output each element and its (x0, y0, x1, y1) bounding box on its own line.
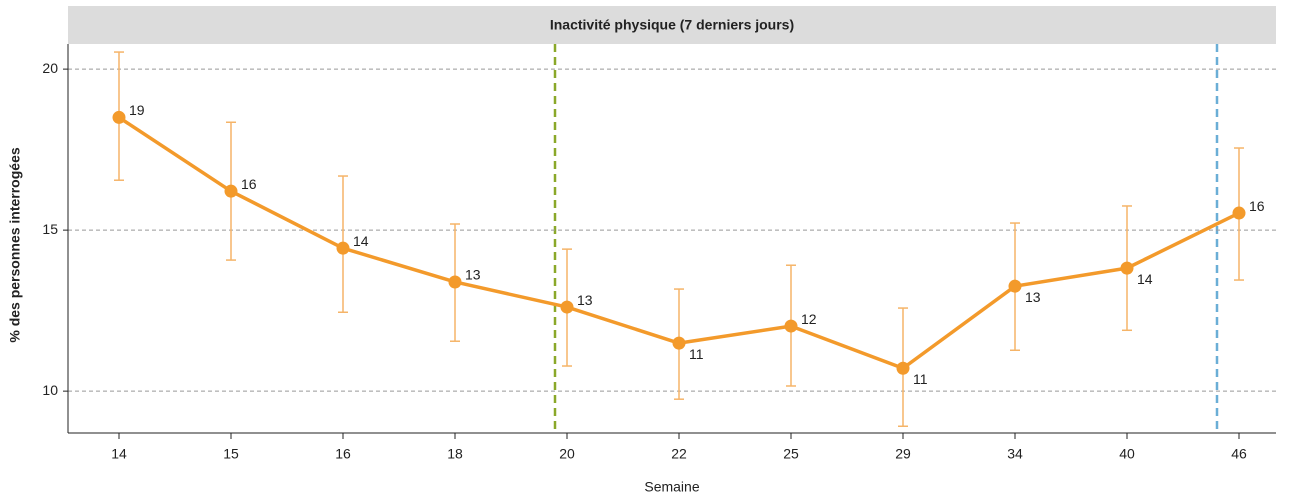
point (784, 319, 798, 333)
y-axis-label: % des personnes interrogées (7, 147, 23, 343)
x-tick-label: 20 (559, 446, 575, 462)
point (560, 300, 574, 314)
data-label: 13 (1025, 289, 1041, 305)
data-label: 13 (465, 267, 481, 283)
point (112, 110, 126, 124)
data-label: 16 (241, 176, 257, 192)
point (336, 241, 350, 255)
point (1120, 261, 1134, 275)
x-tick-label: 25 (783, 446, 799, 462)
x-tick-label: 15 (223, 446, 239, 462)
x-tick-label: 18 (447, 446, 463, 462)
x-tick-label: 14 (111, 446, 127, 462)
data-label: 16 (1249, 198, 1265, 214)
x-tick-label: 34 (1007, 446, 1023, 462)
point (224, 184, 238, 198)
x-tick-label: 29 (895, 446, 911, 462)
y-tick-label: 20 (42, 60, 58, 76)
data-label: 12 (801, 311, 817, 327)
data-label: 13 (577, 292, 593, 308)
point (1232, 206, 1246, 220)
y-tick-label: 10 (42, 382, 58, 398)
data-label: 14 (1137, 271, 1153, 287)
x-axis-label: Semaine (644, 479, 699, 495)
x-tick-label: 16 (335, 446, 351, 462)
x-tick-label: 40 (1119, 446, 1135, 462)
x-tick-label: 46 (1231, 446, 1247, 462)
point (672, 336, 686, 350)
chart-title: Inactivité physique (7 derniers jours) (550, 17, 794, 33)
point (896, 361, 910, 375)
point (1008, 279, 1022, 293)
data-label: 11 (689, 346, 704, 362)
data-label: 11 (913, 371, 928, 387)
title-bar (68, 6, 1276, 44)
x-tick-label: 22 (671, 446, 687, 462)
point (448, 275, 462, 289)
data-label: 14 (353, 233, 369, 249)
y-tick-label: 15 (42, 221, 58, 237)
data-label: 19 (129, 102, 145, 118)
